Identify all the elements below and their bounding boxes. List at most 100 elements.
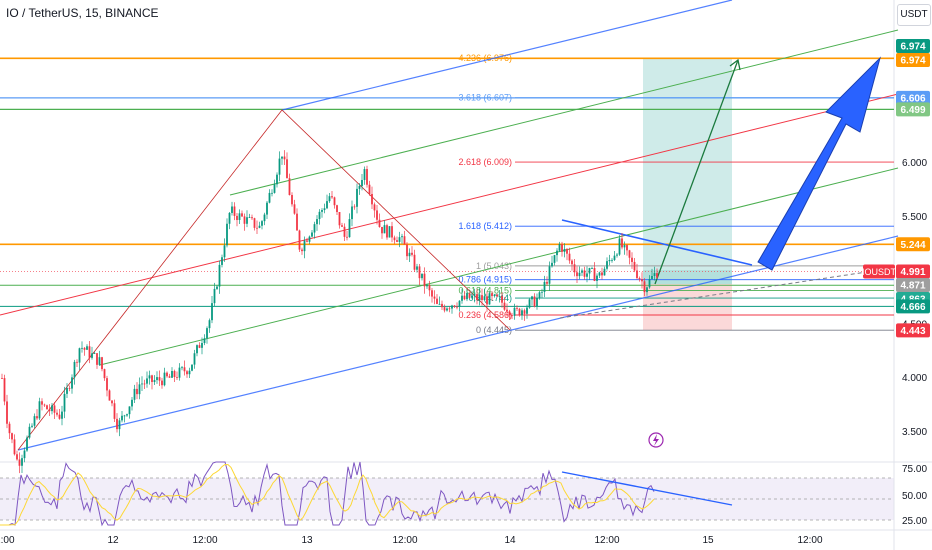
price-label: 5.244 (900, 240, 925, 251)
candle-body (418, 266, 421, 279)
candlesticks (1, 150, 658, 474)
fib-anchor-lines (17, 109, 511, 451)
candle-body (488, 293, 491, 305)
candle-body (401, 236, 403, 238)
candle-body (566, 248, 568, 254)
candle-body (278, 158, 281, 175)
candle-body (51, 405, 53, 412)
candle-body (101, 357, 103, 370)
price-label: 4.443 (900, 326, 925, 337)
candle-body (333, 197, 336, 206)
candle-body (443, 307, 446, 311)
candle-body (478, 295, 481, 301)
candle-body (553, 255, 556, 263)
candle-body (46, 405, 48, 410)
channel-red (0, 93, 899, 316)
candle-body (216, 286, 218, 289)
price-label: 6.499 (900, 105, 925, 116)
candle-body (648, 278, 651, 288)
price-label-box (896, 102, 930, 117)
candle-body (586, 273, 588, 277)
candle-body (96, 353, 98, 365)
candle-body (451, 305, 453, 309)
candle-body (548, 266, 551, 284)
candle-body (501, 296, 503, 303)
price-label: 6.974 (900, 56, 925, 67)
candle-body (128, 406, 131, 415)
candle-body (603, 268, 606, 276)
candle-body (581, 270, 583, 273)
candle-body (178, 367, 181, 378)
candle-body (323, 208, 326, 211)
candle-body (351, 206, 353, 220)
candle-body (48, 409, 51, 412)
candle-body (551, 262, 553, 267)
time-axis[interactable]: 12:00 12 12:00 13 12:00 14 12:00 15 12:00 (0, 535, 823, 546)
price-label: 6.974 (900, 42, 925, 53)
candle-body (413, 254, 416, 270)
candle-body (561, 244, 563, 252)
candle-body (193, 353, 196, 365)
candle-body (131, 399, 133, 407)
candle-body (288, 178, 291, 196)
candle-body (441, 303, 443, 308)
candle-body (388, 226, 391, 238)
candle-body (201, 343, 203, 348)
price-label-box (896, 90, 930, 105)
candle-body (616, 254, 618, 256)
price-tick-label: 5.500 (902, 212, 927, 223)
candle-body (461, 295, 463, 301)
candle-body (63, 393, 66, 412)
candle-body (546, 281, 548, 284)
candle-body (406, 244, 408, 257)
channel-lower-green (99, 167, 899, 366)
candle-body (416, 266, 418, 270)
candle-body (348, 219, 351, 238)
candle-body (318, 211, 321, 220)
candle-body (16, 454, 18, 460)
candle-body (473, 294, 476, 296)
candle-body (536, 298, 538, 307)
candle-body (198, 345, 201, 348)
candle-body (78, 348, 81, 363)
candle-body (186, 371, 188, 375)
candle-body (206, 328, 208, 339)
candle-body (211, 303, 213, 321)
lightning-icon[interactable] (648, 432, 664, 448)
candle-body (273, 184, 276, 193)
projected-arrowhead (729, 58, 741, 71)
candle-body (301, 249, 303, 252)
candle-body (33, 416, 36, 426)
candle-body (1, 378, 3, 379)
candle-body (408, 252, 411, 257)
price-label-box (896, 278, 930, 292)
candle-body (471, 295, 473, 298)
trend-channels (0, 0, 899, 451)
candle-body (428, 285, 431, 291)
fib-extension: 4.236 (6.976) 3.618 (6.607) 2.618 (6.009) 1… (458, 53, 894, 335)
candle-body (3, 378, 6, 402)
candle-body (268, 192, 271, 203)
price-label-box (896, 53, 930, 67)
candle-body (76, 361, 78, 363)
candle-body (146, 378, 148, 384)
candle-body (618, 238, 621, 255)
candle-body (58, 414, 61, 419)
candle-body (66, 387, 68, 394)
candle-body (208, 320, 211, 329)
candle-body (341, 225, 343, 227)
price-axis[interactable]: 3.5004.0004.5005.0005.5006.0006.50075.00… (902, 104, 927, 527)
candle-body (188, 370, 191, 375)
candle-body (231, 206, 233, 213)
candle-body (496, 294, 498, 297)
candle-body (611, 259, 613, 261)
candle-body (583, 270, 586, 277)
candle-body (343, 226, 346, 237)
candle-body (511, 315, 513, 316)
currency-button[interactable]: USDT (897, 4, 931, 26)
candle-body (166, 372, 168, 377)
candle-body (373, 204, 376, 211)
candle-body (248, 217, 251, 218)
